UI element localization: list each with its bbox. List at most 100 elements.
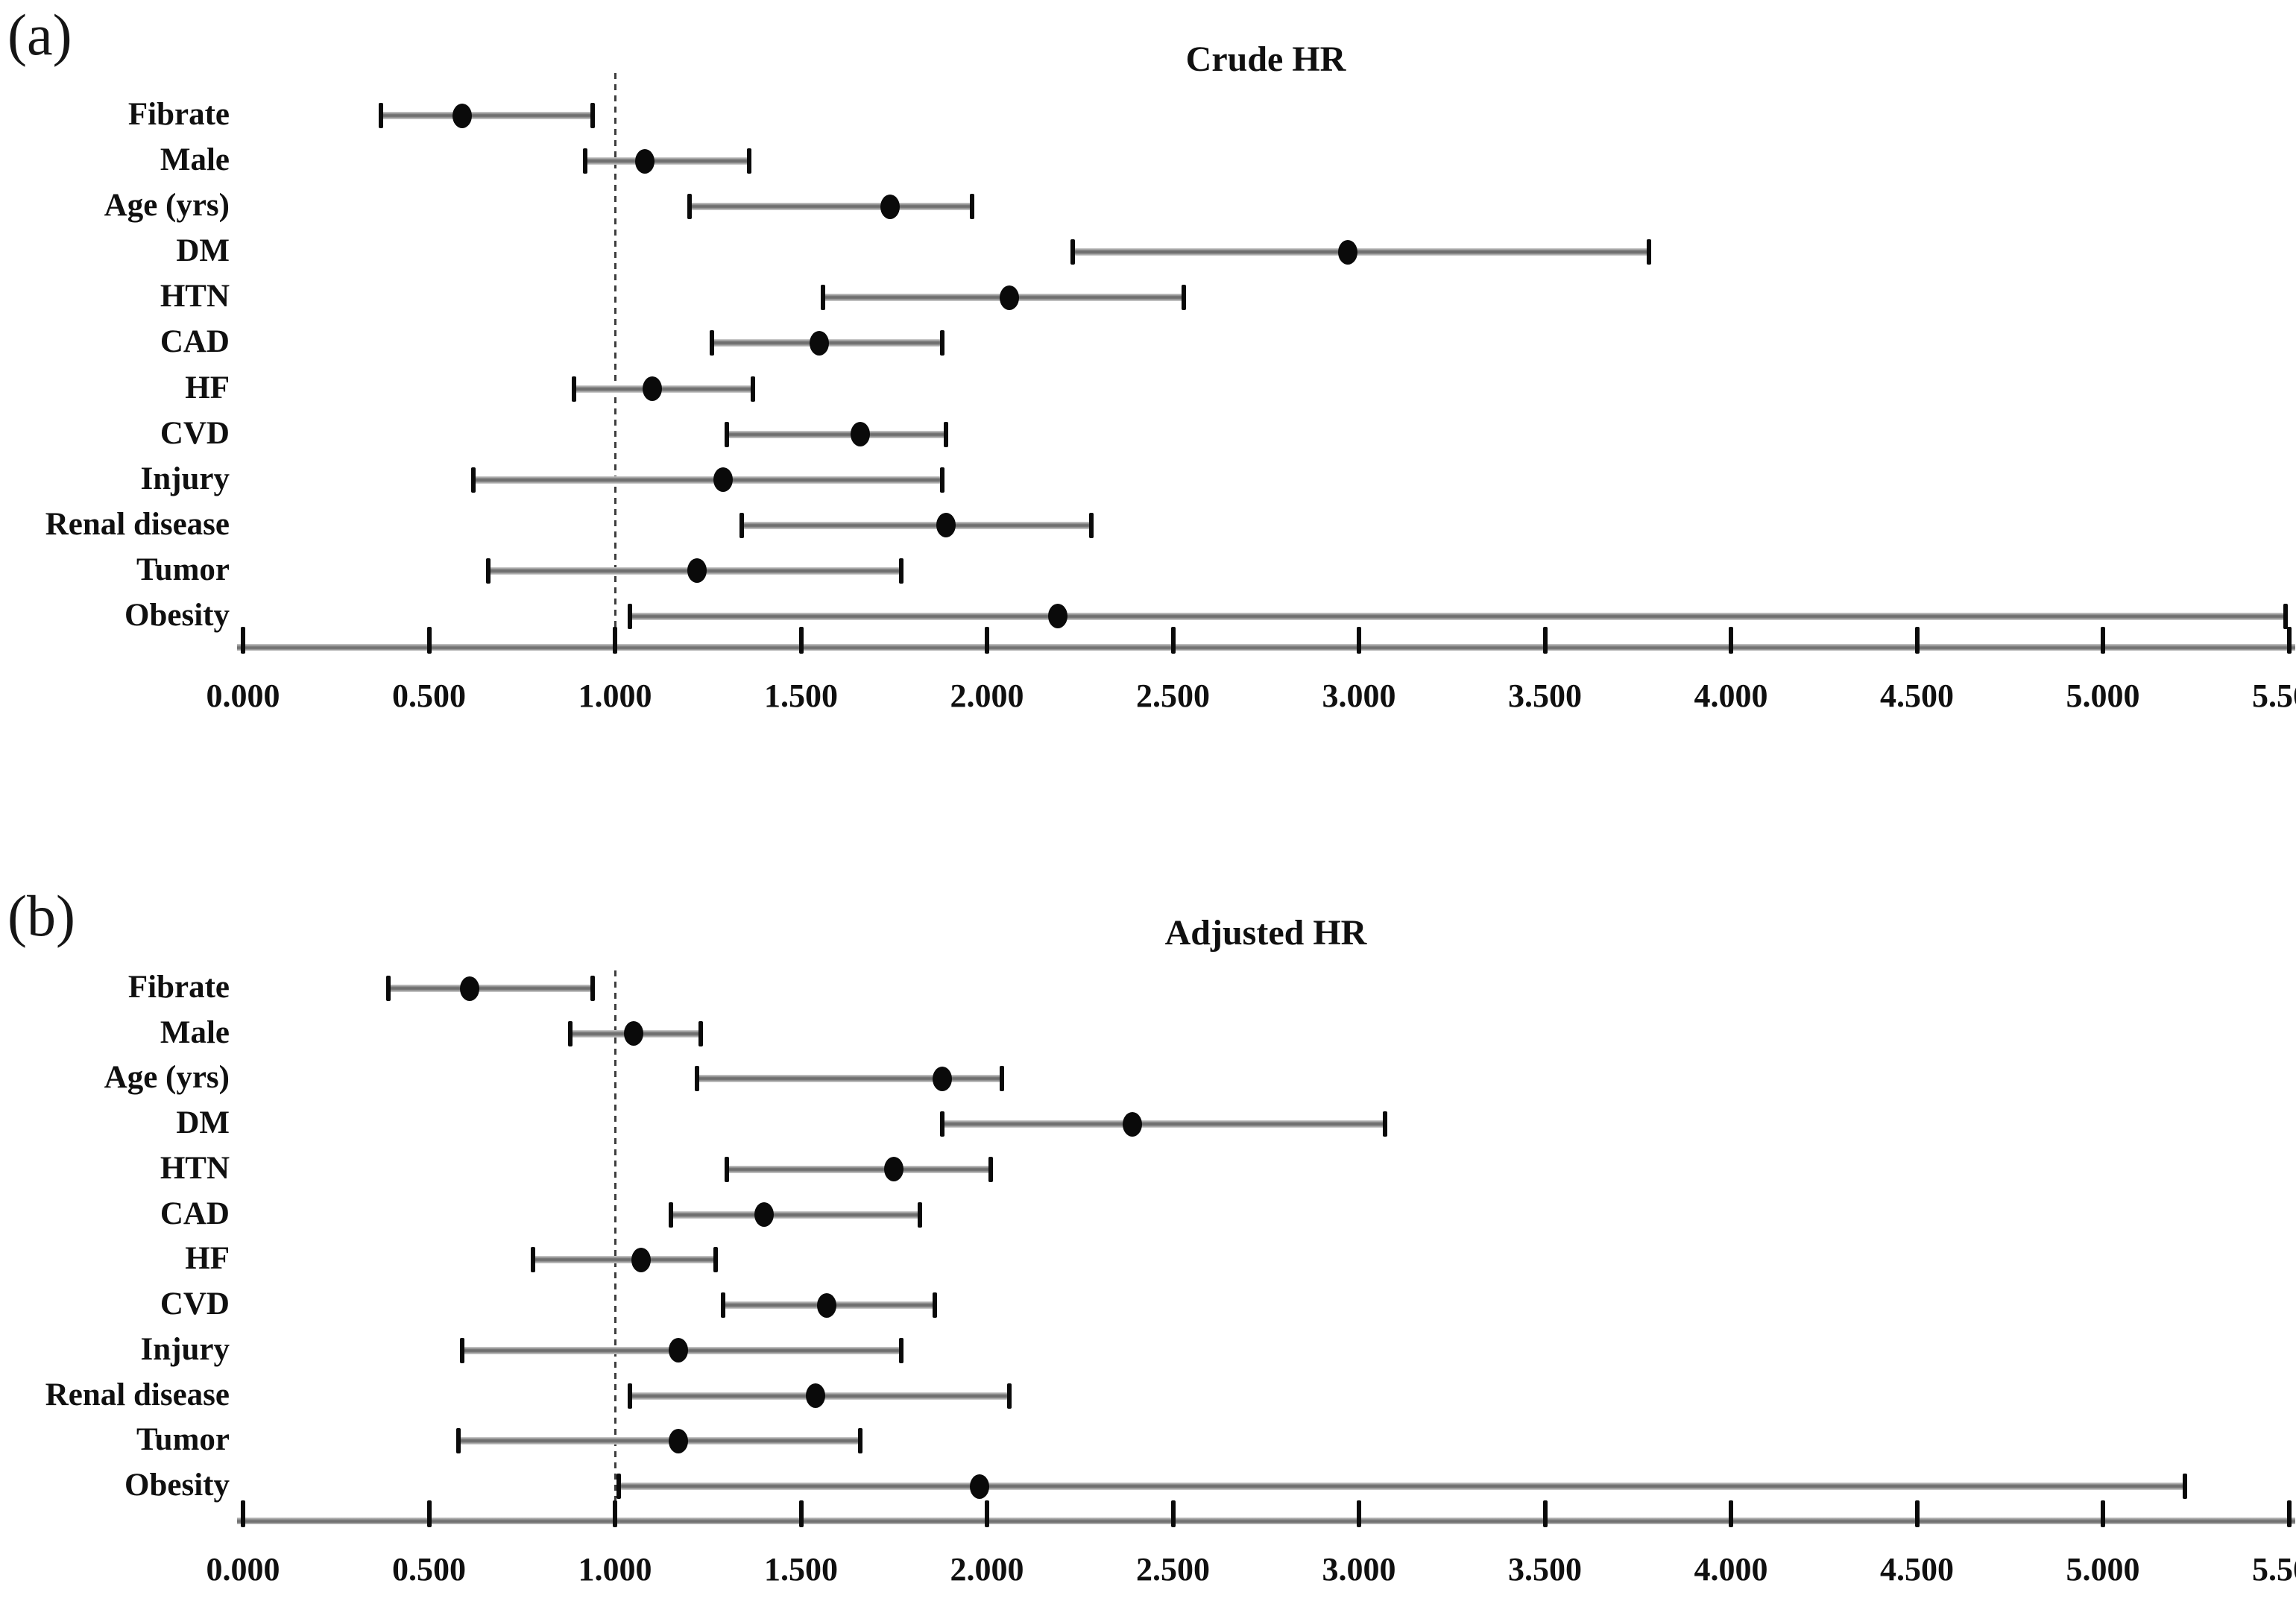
ci-cap-right <box>970 194 975 220</box>
ci-cap-right <box>858 1428 863 1454</box>
x-axis-tick <box>241 627 245 654</box>
row-label: Fibrate <box>127 96 230 132</box>
ci-cap-left <box>572 376 577 402</box>
row-label: Injury <box>140 1331 230 1367</box>
x-axis-tick <box>2286 627 2292 654</box>
point-estimate-dot <box>460 976 480 1001</box>
ci-cap-left <box>940 1111 945 1137</box>
point-estimate-dot <box>936 513 956 538</box>
ci-cap-left <box>627 1383 632 1409</box>
x-axis-tick-label: 4.000 <box>1694 678 1768 714</box>
point-estimate-dot <box>806 1383 826 1409</box>
ci-cap-left <box>1070 239 1075 265</box>
x-axis-tick <box>1170 627 1176 654</box>
row-label: HF <box>185 370 230 405</box>
x-axis-tick-label: 0.500 <box>392 1551 466 1588</box>
ci-cap-left <box>456 1428 461 1454</box>
ci-cap-right <box>988 1156 993 1182</box>
ci-bar <box>458 1437 861 1445</box>
point-estimate-dot <box>687 558 707 584</box>
ci-cap-right <box>940 330 945 356</box>
ci-cap-left <box>709 330 714 356</box>
x-axis-tick <box>2101 1500 2105 1527</box>
x-axis-tick-label: 5.500 <box>2252 678 2296 714</box>
ci-cap-right <box>1088 512 1094 538</box>
x-axis-tick-label: 5.000 <box>2066 1551 2140 1588</box>
panel-a-title: Crude HR <box>1185 40 1346 79</box>
row-label: Obesity <box>124 1467 230 1503</box>
x-axis-tick-label: 0.000 <box>206 678 280 714</box>
row-label: HTN <box>160 1150 230 1186</box>
ci-cap-right <box>1647 239 1652 265</box>
ci-cap-right <box>933 1292 938 1319</box>
panel-b-label: (b) <box>7 883 75 948</box>
x-axis-line <box>237 643 2295 651</box>
row-label: CAD <box>160 1196 230 1231</box>
row-label: CVD <box>160 415 230 451</box>
x-axis-tick <box>426 1500 432 1527</box>
panel-a-label: (a) <box>7 2 72 67</box>
point-estimate-dot <box>999 285 1019 310</box>
x-axis-tick <box>1542 1500 1548 1527</box>
ci-cap-left <box>694 1066 699 1092</box>
point-estimate-dot <box>970 1474 990 1499</box>
ci-cap-left <box>724 1156 729 1182</box>
ci-cap-right <box>698 1020 703 1046</box>
x-axis-tick-label: 2.000 <box>950 1551 1024 1588</box>
x-axis-tick <box>798 1500 804 1527</box>
ci-cap-left <box>720 1292 725 1319</box>
x-axis-tick-label: 3.000 <box>1322 678 1396 714</box>
x-axis-tick-label: 2.500 <box>1136 1551 1210 1588</box>
ci-bar <box>741 521 1091 529</box>
row-label: Tumor <box>136 1422 230 1458</box>
ci-bar <box>696 1075 1002 1083</box>
row-label: Injury <box>140 461 230 496</box>
ci-cap-right <box>918 1202 923 1228</box>
ci-cap-right <box>713 1247 718 1273</box>
point-estimate-dot <box>452 103 473 128</box>
x-axis-tick-label: 0.000 <box>206 1551 280 1588</box>
ci-bar <box>618 1483 2185 1491</box>
ci-bar <box>1072 248 1650 256</box>
ci-cap-right <box>899 1337 904 1363</box>
ci-bar <box>574 385 753 393</box>
x-axis-tick-label: 1.000 <box>578 1551 652 1588</box>
point-estimate-dot <box>631 1247 651 1272</box>
reference-line <box>614 970 616 1521</box>
x-axis-tick <box>1729 627 1733 654</box>
ci-cap-right <box>999 1066 1004 1092</box>
ci-cap-right <box>590 103 596 128</box>
ci-cap-left <box>821 285 826 311</box>
ci-cap-right <box>1182 285 1187 311</box>
ci-bar <box>670 1210 921 1219</box>
ci-bar <box>380 112 593 119</box>
row-label: CVD <box>160 1286 230 1322</box>
row-label: DM <box>176 233 230 269</box>
x-axis-line <box>237 1517 2295 1524</box>
x-axis-tick <box>1729 1500 1733 1527</box>
ci-cap-left <box>531 1247 536 1273</box>
x-axis-tick-label: 3.500 <box>1508 678 1582 714</box>
x-axis-tick <box>1170 1500 1176 1527</box>
ci-cap-left <box>724 421 729 447</box>
row-label: Age (yrs) <box>104 187 230 223</box>
row-label: Renal disease <box>45 1377 230 1412</box>
point-estimate-dot <box>623 1021 643 1046</box>
x-axis-tick-label: 4.500 <box>1880 1551 1954 1588</box>
ci-bar <box>629 612 2286 620</box>
row-label: Tumor <box>136 552 230 587</box>
point-estimate-dot <box>668 1428 688 1453</box>
ci-cap-left <box>627 603 632 629</box>
ci-cap-left <box>471 467 476 493</box>
ci-cap-left <box>486 558 491 584</box>
point-estimate-dot <box>884 1157 904 1182</box>
x-axis-tick-label: 1.000 <box>578 678 652 714</box>
row-label: HTN <box>160 279 230 315</box>
point-estimate-dot <box>634 148 655 174</box>
x-axis-tick-label: 1.500 <box>764 1551 838 1588</box>
ci-bar <box>726 430 947 438</box>
x-axis-tick <box>1914 1500 1920 1527</box>
ci-bar <box>585 157 749 165</box>
